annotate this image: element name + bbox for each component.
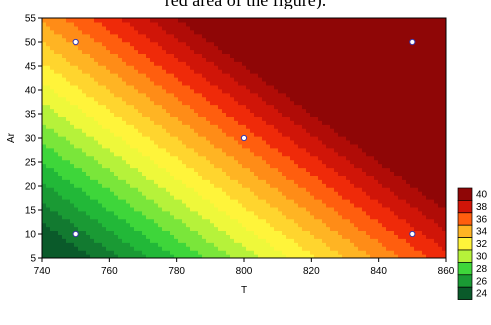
legend-label: 30 xyxy=(476,252,488,263)
design-point xyxy=(72,230,79,238)
y-tick-label: 30 xyxy=(25,134,37,145)
legend-swatch xyxy=(457,262,473,276)
y-tick-label: 35 xyxy=(25,110,37,121)
y-tick-label: 5 xyxy=(30,254,36,265)
contour-band xyxy=(42,41,343,258)
legend-swatch xyxy=(457,212,473,226)
x-tick-label: 780 xyxy=(168,266,185,277)
legend-swatch xyxy=(457,224,473,238)
x-tick-label: 800 xyxy=(236,266,253,277)
contour-band xyxy=(42,163,175,258)
design-point xyxy=(409,38,416,46)
legend-swatch xyxy=(457,286,473,300)
design-point xyxy=(240,134,248,142)
design-points xyxy=(72,38,416,238)
legend-label: 28 xyxy=(476,264,488,275)
y-tick-label: 40 xyxy=(25,86,37,97)
y-tick-label: 15 xyxy=(25,206,37,217)
y-tick-label: 10 xyxy=(25,230,37,241)
x-axis: 740 760 780 800 820 840 860 xyxy=(34,258,455,277)
caption-fragment: red area of the figure). xyxy=(0,0,491,9)
x-tick-label: 740 xyxy=(34,266,51,277)
y-tick-label: 50 xyxy=(25,38,37,49)
design-point xyxy=(409,230,416,238)
legend-label: 34 xyxy=(476,227,488,238)
legend-swatch xyxy=(457,237,473,251)
legend-swatch xyxy=(457,187,473,201)
legend-label: 26 xyxy=(476,276,488,287)
contour-band xyxy=(150,18,446,232)
x-tick-label: 860 xyxy=(438,266,455,277)
design-point xyxy=(72,38,79,46)
contour-band xyxy=(42,18,399,258)
legend-swatch xyxy=(457,274,473,288)
legend-label: 38 xyxy=(476,202,488,213)
contour-band xyxy=(94,18,446,258)
legend-label: 36 xyxy=(476,214,488,225)
legend-swatch xyxy=(457,200,473,214)
y-tick-label: 20 xyxy=(25,182,37,193)
legend-label: 40 xyxy=(476,190,488,201)
y-tick-label: 45 xyxy=(25,62,37,73)
x-tick-label: 820 xyxy=(303,266,320,277)
contour-band xyxy=(42,183,147,258)
x-tick-label: 840 xyxy=(370,266,387,277)
contour-band xyxy=(42,124,231,258)
legend-label: 24 xyxy=(476,289,488,300)
x-axis-label: T xyxy=(241,285,247,296)
x-tick-label: 760 xyxy=(101,266,118,277)
contour-band xyxy=(178,18,446,208)
contour-band xyxy=(42,104,259,258)
legend-label: 32 xyxy=(476,239,488,250)
y-tick-label: 25 xyxy=(25,158,37,169)
legend-swatch xyxy=(457,249,473,263)
contour-band xyxy=(122,18,446,251)
y-axis-label: Ar xyxy=(6,132,17,143)
contour-bands xyxy=(42,18,446,258)
y-axis: 5 10 15 20 25 30 35 40 45 50 55 xyxy=(25,14,42,265)
y-tick-label: 55 xyxy=(25,14,37,25)
